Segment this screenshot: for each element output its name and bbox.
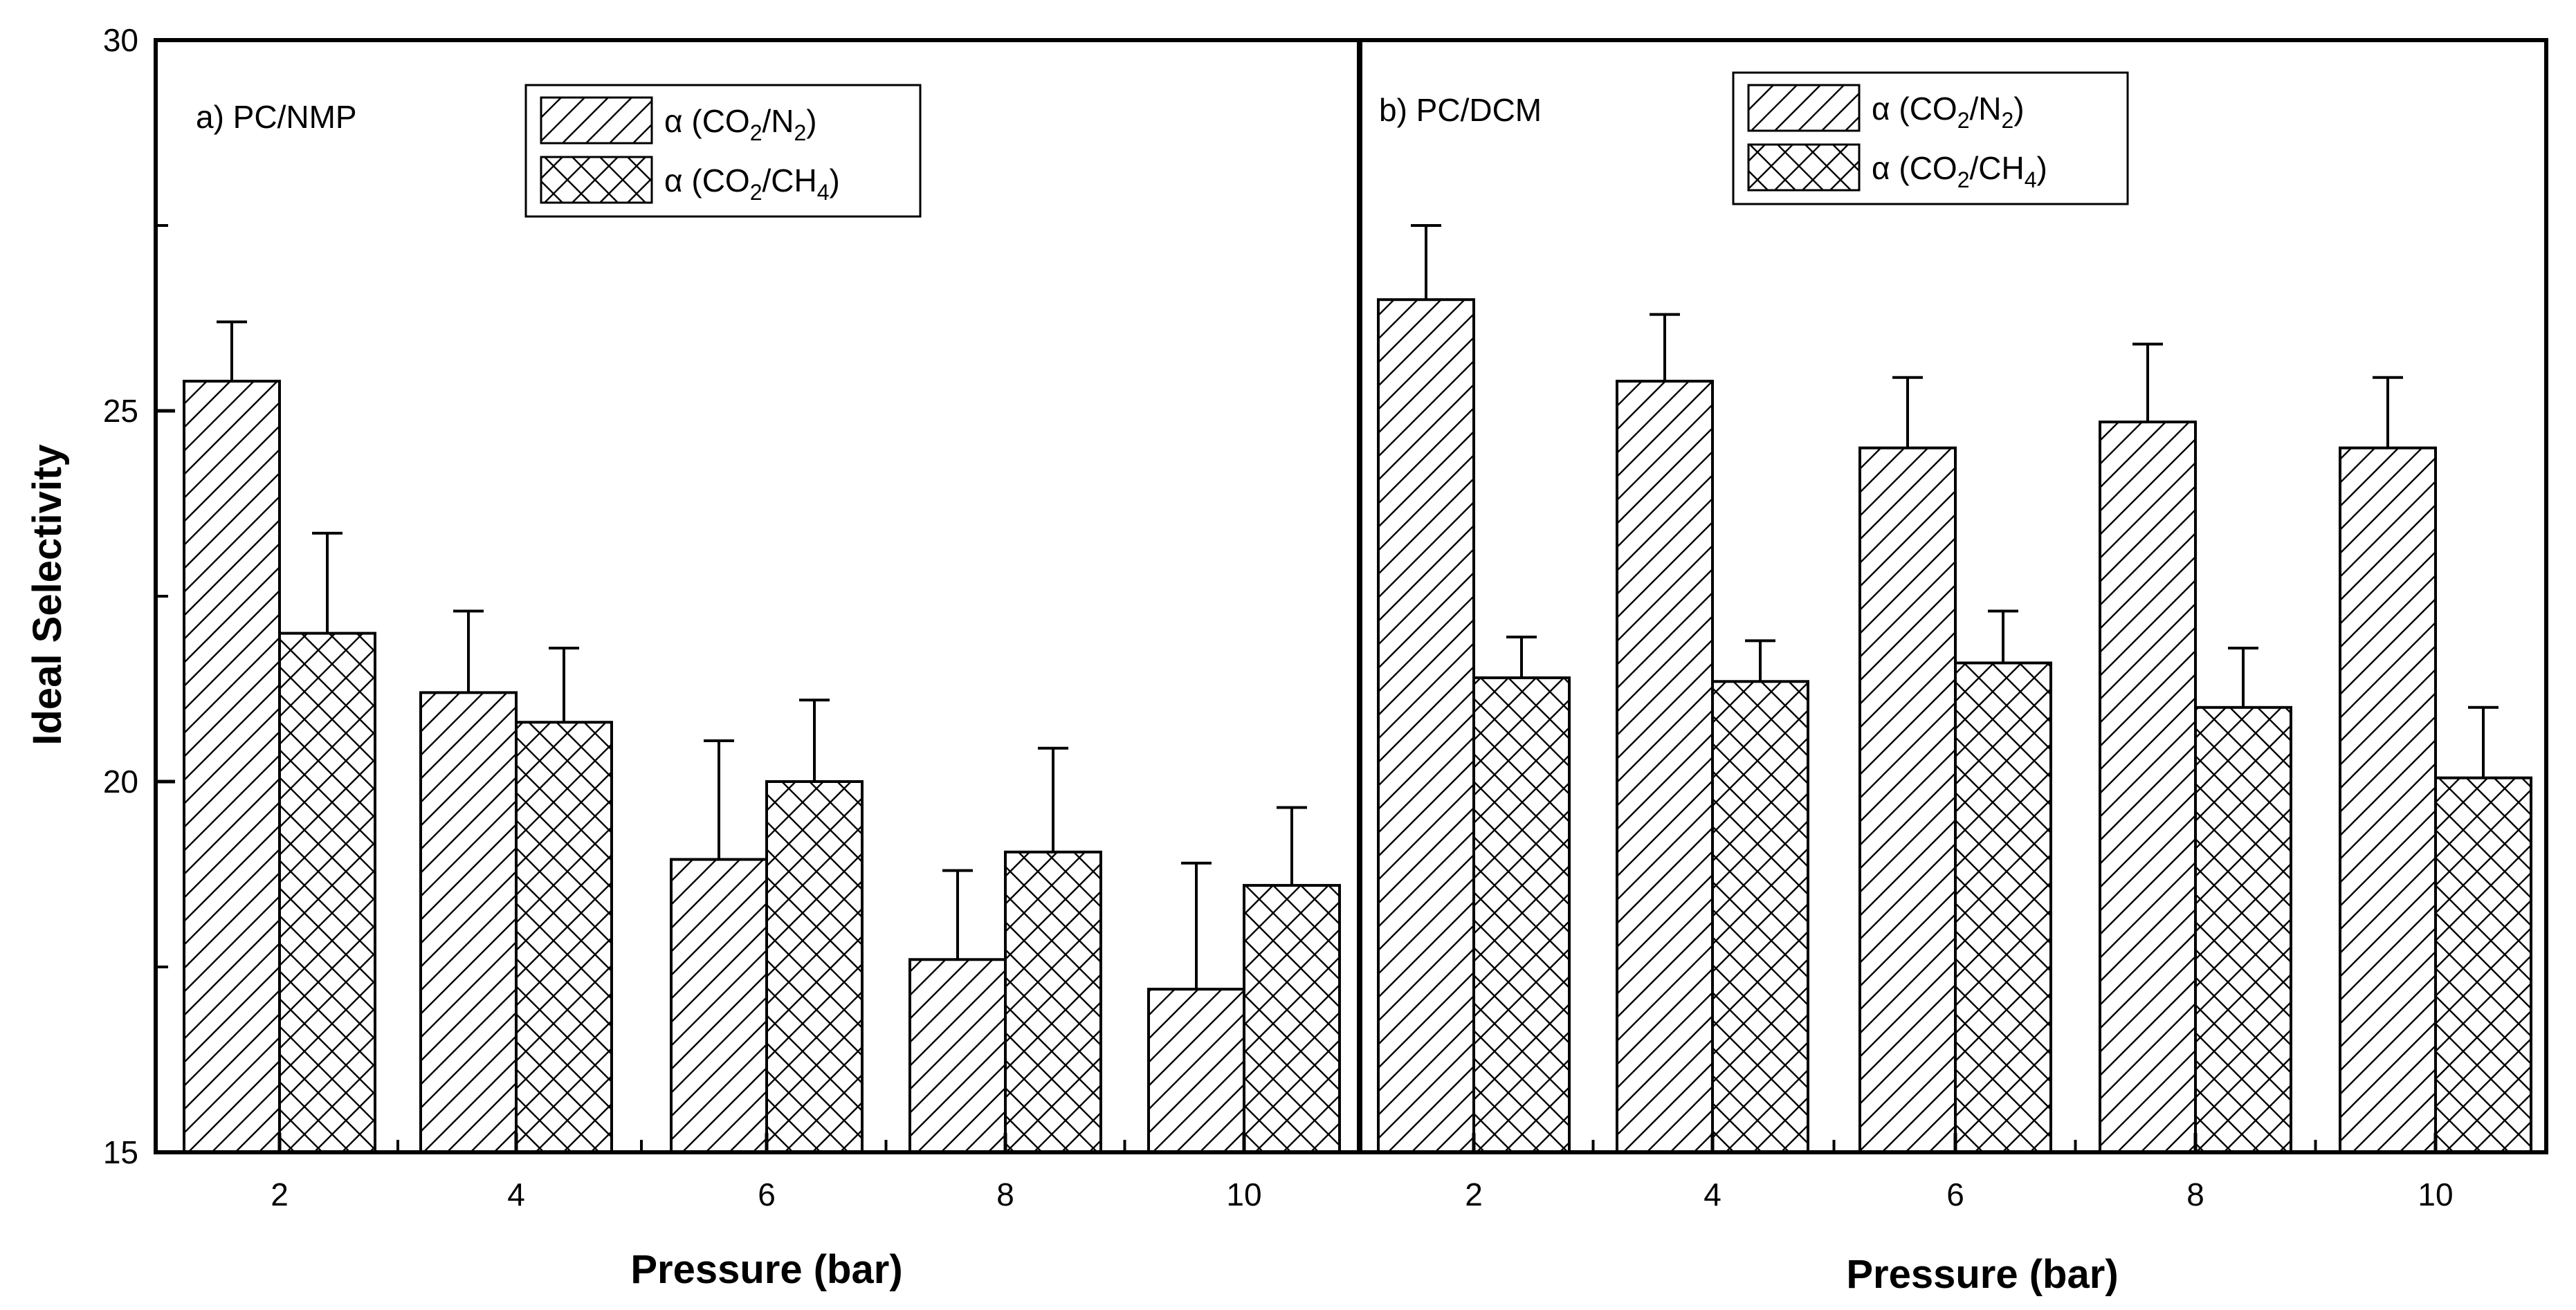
bar-co2-n2 bbox=[1858, 446, 1957, 1154]
bar-co2-ch4 bbox=[1472, 676, 1571, 1154]
panel-b: 2 4 6 8 10 b) PC/DCM Pressure (bar) α (CO2/N… bbox=[1377, 71, 2532, 1297]
panel-a-x-axis: 2 4 6 8 10 bbox=[271, 1133, 1262, 1212]
bar-co2-n2 bbox=[2339, 446, 2437, 1154]
bar-co2-ch4 bbox=[515, 721, 613, 1154]
x-tick-label: 8 bbox=[996, 1177, 1014, 1212]
x-tick-label: 6 bbox=[1946, 1177, 1964, 1212]
bar-co2-ch4 bbox=[278, 631, 376, 1154]
legend-swatch bbox=[1747, 84, 1861, 132]
bar-co2-n2 bbox=[183, 380, 281, 1154]
panel-a: 2 4 6 8 10 a) PC/NMP Pressure (bar) α (CO2/N… bbox=[183, 84, 1341, 1292]
bar-co2-ch4 bbox=[1243, 884, 1341, 1154]
legend-swatch bbox=[540, 96, 653, 145]
bar-co2-n2 bbox=[2099, 421, 2197, 1154]
x-tick-label: 2 bbox=[1465, 1177, 1483, 1212]
y-axis: 15 20 25 30 bbox=[103, 22, 175, 1170]
panel-b-x-axis-title: Pressure (bar) bbox=[1846, 1252, 2118, 1297]
bar-co2-ch4 bbox=[765, 780, 864, 1154]
x-tick-label: 10 bbox=[1226, 1177, 1261, 1212]
bar-co2-n2 bbox=[1616, 380, 1714, 1154]
bar-co2-n2 bbox=[670, 858, 768, 1154]
bar-co2-ch4 bbox=[1954, 661, 2052, 1154]
x-tick-label: 10 bbox=[2418, 1177, 2453, 1212]
panel-b-legend: α (CO2/N2) α (CO2/CH4) bbox=[1732, 71, 2129, 205]
bar-co2-n2 bbox=[1147, 988, 1245, 1154]
x-tick-label: 6 bbox=[758, 1177, 776, 1212]
legend-label: α (CO2/N2) bbox=[664, 103, 817, 145]
y-tick-label: 20 bbox=[103, 764, 138, 800]
legend-label: α (CO2/N2) bbox=[1872, 91, 2025, 133]
plot-frame bbox=[154, 38, 2548, 1154]
legend-label: α (CO2/CH4) bbox=[664, 163, 840, 205]
bar-co2-ch4 bbox=[2194, 705, 2292, 1154]
bar-co2-n2 bbox=[908, 958, 1007, 1154]
x-tick-label: 4 bbox=[507, 1177, 525, 1212]
panel-b-bars bbox=[1377, 224, 2532, 1154]
legend-swatch bbox=[540, 156, 653, 204]
y-tick-label: 25 bbox=[103, 393, 138, 429]
bar-co2-ch4 bbox=[1711, 680, 1809, 1154]
y-tick-label: 15 bbox=[103, 1134, 138, 1170]
x-tick-label: 2 bbox=[271, 1177, 289, 1212]
legend-swatch bbox=[1747, 143, 1861, 192]
panel-a-x-axis-title: Pressure (bar) bbox=[630, 1247, 902, 1292]
x-tick-label: 8 bbox=[2186, 1177, 2204, 1212]
panel-a-bars bbox=[183, 320, 1341, 1154]
y-axis-title: Ideal Selectivity bbox=[25, 444, 70, 745]
legend-label: α (CO2/CH4) bbox=[1872, 150, 2047, 192]
panel-b-title: b) PC/DCM bbox=[1379, 92, 1542, 128]
x-tick-label: 4 bbox=[1703, 1177, 1721, 1212]
bar-co2-n2 bbox=[419, 691, 518, 1154]
bar-co2-ch4 bbox=[2434, 776, 2532, 1154]
panel-a-legend: α (CO2/N2) α (CO2/CH4) bbox=[524, 84, 922, 218]
panel-b-x-axis: 2 4 6 8 10 bbox=[1465, 1133, 2454, 1212]
bar-co2-ch4 bbox=[1004, 850, 1102, 1154]
y-tick-label: 30 bbox=[103, 22, 138, 58]
bar-co2-n2 bbox=[1377, 298, 1475, 1154]
panel-a-title: a) PC/NMP bbox=[196, 99, 357, 135]
